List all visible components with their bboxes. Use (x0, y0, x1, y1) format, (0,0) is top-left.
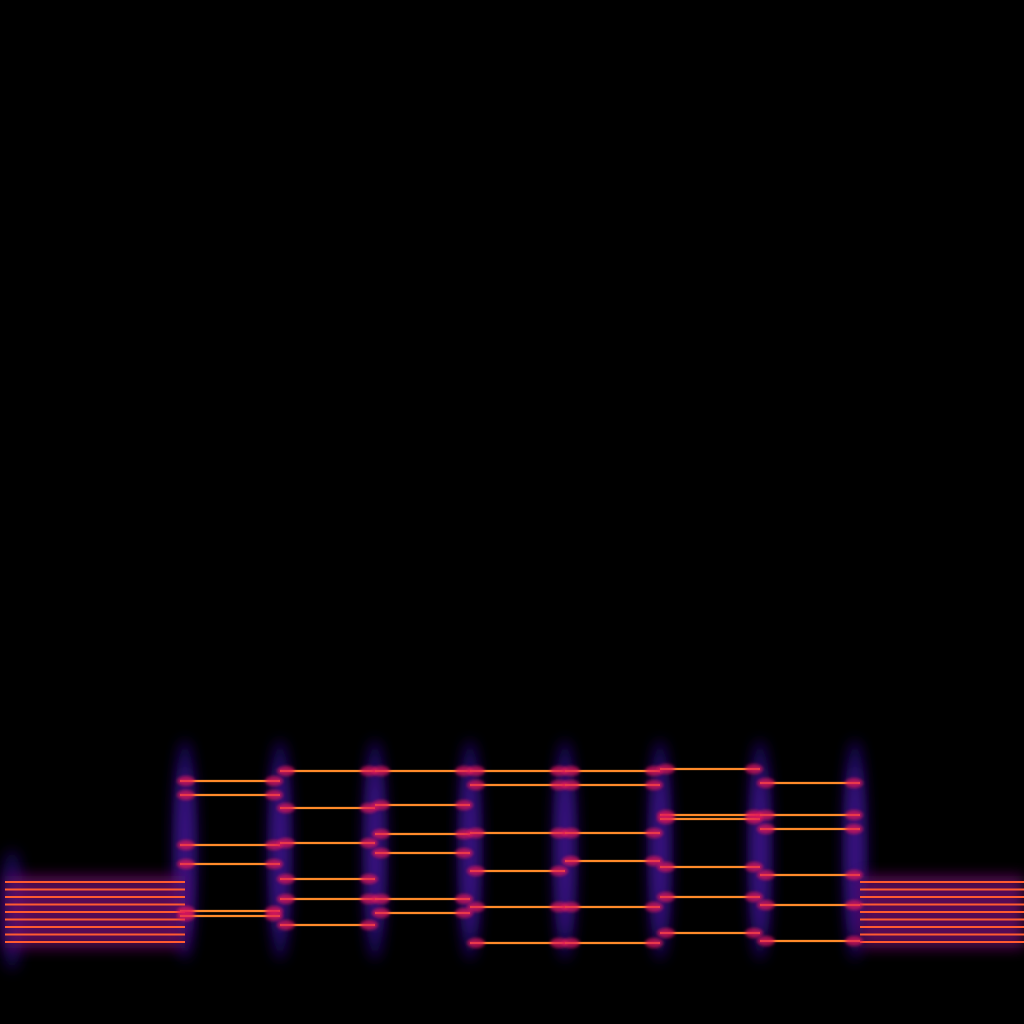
onset-hotspot (177, 911, 195, 921)
onset-hotspot (372, 766, 390, 776)
onset-hotspot (550, 866, 568, 876)
onset-hotspot (177, 859, 195, 869)
onset-hotspot (360, 920, 378, 930)
onset-hotspot (455, 894, 473, 904)
onset-hotspot (265, 790, 283, 800)
onset-hotspot (657, 928, 675, 938)
onset-hotspot (645, 938, 663, 948)
onset-hotspot (467, 902, 485, 912)
onset-hotspot (562, 938, 580, 948)
onset-hotspot (845, 870, 863, 880)
onset-hotspot (372, 800, 390, 810)
onset-hotspot (177, 790, 195, 800)
onset-hotspot (657, 814, 675, 824)
tone-layer (5, 764, 1024, 948)
onset-hotspot (372, 908, 390, 918)
onset-hotspot (645, 856, 663, 866)
onset-hotspot (277, 874, 295, 884)
onset-hotspot (467, 866, 485, 876)
onset-hotspot (277, 803, 295, 813)
onset-hotspot (757, 810, 775, 820)
onset-hotspot (657, 764, 675, 774)
onset-hotspot (645, 902, 663, 912)
onset-hotspot (845, 900, 863, 910)
onset-hotspot (657, 862, 675, 872)
onset-hotspot (757, 824, 775, 834)
onset-hotspot (277, 766, 295, 776)
onset-hotspot (562, 856, 580, 866)
onset-hotspot (757, 900, 775, 910)
onset-hotspot (177, 776, 195, 786)
onset-hotspot (645, 828, 663, 838)
onset-hotspot (455, 908, 473, 918)
onset-hotspot (277, 894, 295, 904)
onset-hotspot (360, 874, 378, 884)
onset-hotspot (645, 780, 663, 790)
onset-hotspot (845, 936, 863, 946)
onset-hotspot (177, 840, 195, 850)
onset-hotspot (562, 780, 580, 790)
onset-hotspot (372, 829, 390, 839)
onset-hotspot (562, 766, 580, 776)
onset-glow-core (848, 765, 862, 935)
onset-hotspot (360, 838, 378, 848)
onset-hotspot (265, 859, 283, 869)
onset-hotspot (467, 780, 485, 790)
onset-hotspot (845, 810, 863, 820)
onset-hotspot (757, 936, 775, 946)
onset-hotspot (265, 911, 283, 921)
onset-glow-core (558, 765, 572, 935)
onset-hotspot (277, 838, 295, 848)
onset-hotspot (277, 920, 295, 930)
onset-hotspot (372, 848, 390, 858)
onset-hotspot (757, 778, 775, 788)
onset-hotspot (467, 938, 485, 948)
onset-hotspot (745, 862, 763, 872)
onset-hotspot (562, 828, 580, 838)
onset-hotspot (455, 800, 473, 810)
onset-hotspot (372, 894, 390, 904)
onset-hotspot (745, 892, 763, 902)
onset-hotspot (265, 776, 283, 786)
onset-hotspot (745, 764, 763, 774)
onset-hotspot (562, 902, 580, 912)
onset-hotspot (757, 870, 775, 880)
onset-hotspot (467, 766, 485, 776)
onset-hotspot (845, 778, 863, 788)
onset-hotspot (467, 828, 485, 838)
onset-hotspot (745, 928, 763, 938)
onset-hotspot (455, 848, 473, 858)
onset-hotspot (657, 892, 675, 902)
onset-hotspot (845, 824, 863, 834)
